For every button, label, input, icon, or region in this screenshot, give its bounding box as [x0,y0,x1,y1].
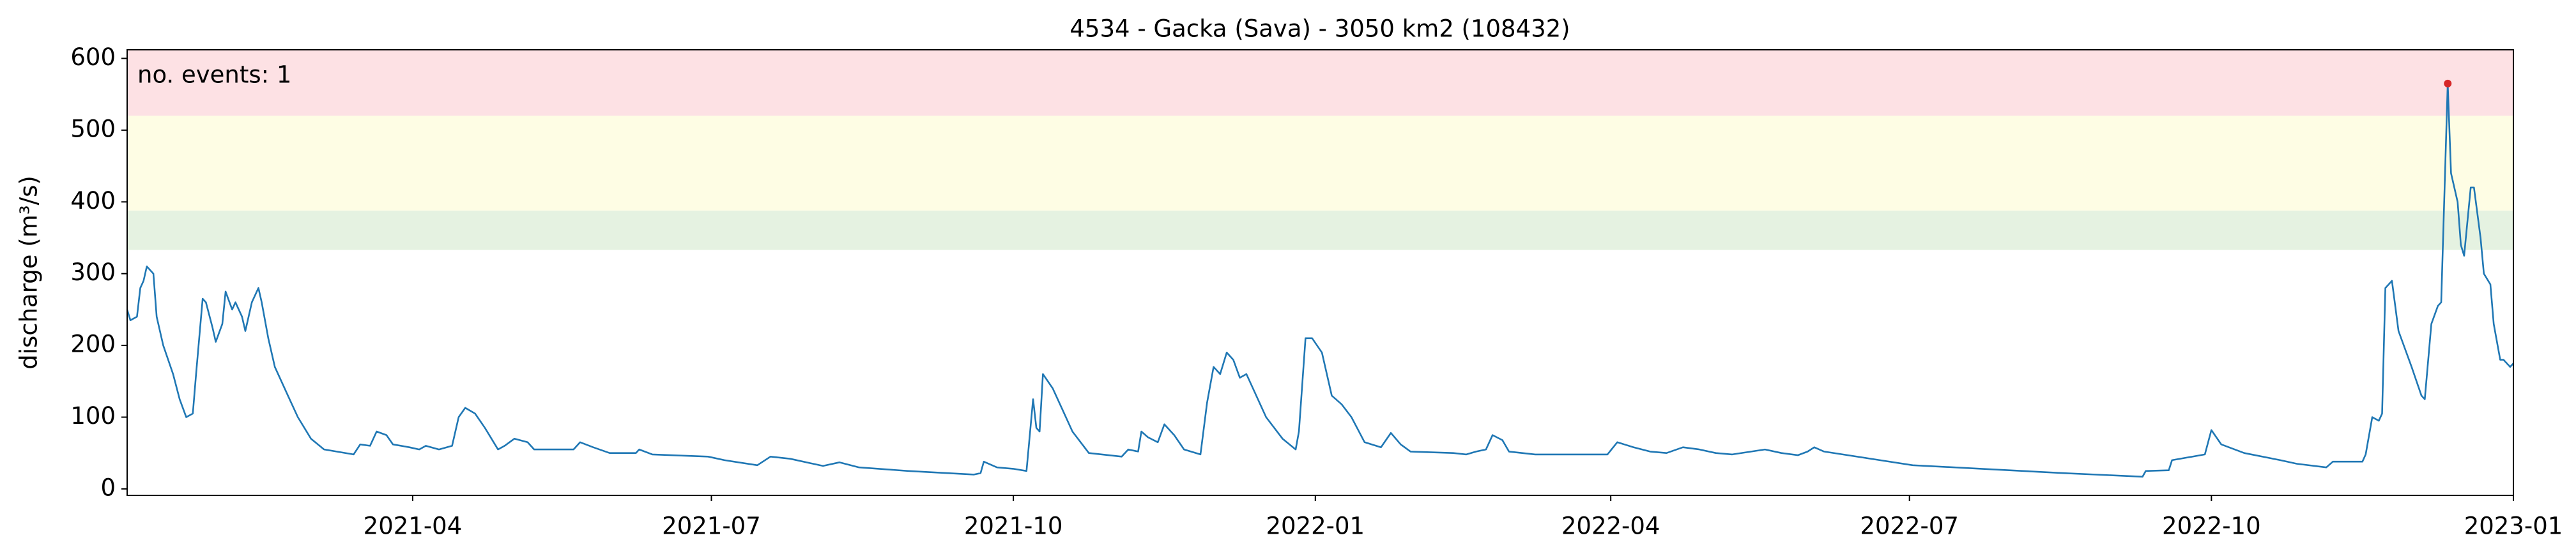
x-tick-label: 2022-07 [1860,513,1959,540]
plot-frame [126,49,2514,496]
event-marker [2444,79,2452,87]
x-tick-label: 2021-04 [364,513,463,540]
y-tick-label: 400 [70,187,116,214]
threshold-band [127,50,2513,116]
x-tick-label: 2022-01 [1266,513,1365,540]
x-tick-label: 2023-01 [2464,513,2563,540]
threshold-band [127,116,2513,211]
event-count-annotation: no. events: 1 [137,61,291,89]
chart-title: 4534 - Gacka (Sava) - 3050 km2 (108432) [1070,15,1570,43]
x-tick-label: 2021-10 [964,513,1063,540]
x-tick-label: 2022-04 [1561,513,1660,540]
y-tick-label: 0 [100,474,116,501]
x-tick-label: 2021-07 [662,513,761,540]
x-tick-label: 2022-10 [2162,513,2261,540]
discharge-line [126,82,2514,478]
y-axis-label: discharge (m³/s) [15,176,43,370]
y-tick-label: 200 [70,331,116,358]
y-tick-label: 300 [70,259,116,286]
threshold-band [127,210,2513,250]
y-tick-label: 100 [70,402,116,430]
y-tick-label: 500 [70,115,116,142]
y-tick-label: 600 [70,43,116,71]
